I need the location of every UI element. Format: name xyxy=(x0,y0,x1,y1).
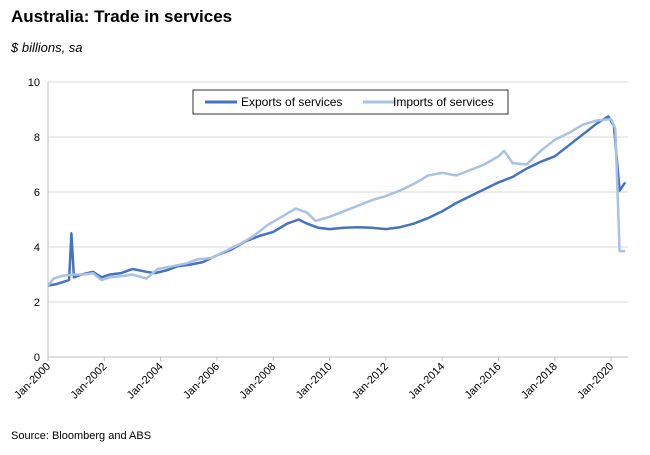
x-tick-label: Jan-2002 xyxy=(69,361,110,402)
chart-subtitle: $ billions, sa xyxy=(11,40,83,55)
x-tick-label: Jan-2020 xyxy=(575,361,616,402)
y-tick-label: 0 xyxy=(34,352,40,364)
series-lines xyxy=(47,115,627,287)
legend-label: Imports of services xyxy=(393,95,494,109)
legend-label: Exports of services xyxy=(241,95,342,109)
x-tick-label: Jan-2012 xyxy=(350,361,391,402)
series-line-imports xyxy=(47,117,626,287)
x-tick-label: Jan-2006 xyxy=(181,361,222,402)
y-tick-label: 8 xyxy=(34,132,40,144)
y-tick-label: 2 xyxy=(34,297,40,309)
x-tick-label: Jan-2000 xyxy=(12,361,53,402)
x-tick-label: Jan-2010 xyxy=(294,361,335,402)
y-tick-label: 10 xyxy=(28,77,40,89)
legend: Exports of services Imports of services xyxy=(192,89,509,115)
y-tick-label: 4 xyxy=(34,242,40,254)
x-tick-label: Jan-2018 xyxy=(519,361,560,402)
legend-box xyxy=(192,89,509,115)
x-tick-label: Jan-2016 xyxy=(463,361,504,402)
source-note: Source: Bloomberg and ABS xyxy=(11,430,152,442)
gridlines xyxy=(48,81,628,358)
chart-title: Australia: Trade in services xyxy=(11,7,233,26)
series-line-exports xyxy=(47,115,627,287)
x-tick-label: Jan-2004 xyxy=(125,361,166,402)
x-tick-label: Jan-2014 xyxy=(406,361,447,402)
x-tick-label: Jan-2008 xyxy=(237,361,278,402)
axes: 0 2 4 6 8 10 Jan-2000 Jan-2002 Jan-2004 Jan-2006 J… xyxy=(12,77,628,402)
y-tick-label: 6 xyxy=(34,187,40,199)
